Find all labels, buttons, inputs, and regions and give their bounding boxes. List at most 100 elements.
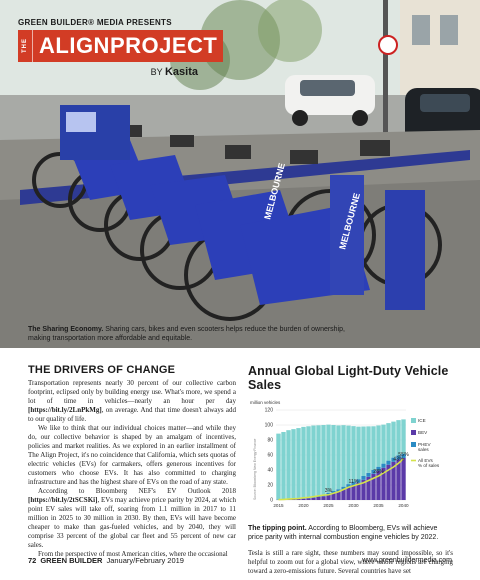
y-tick-label: 0	[270, 498, 273, 504]
legend-swatch	[411, 442, 416, 447]
share-annotation: 55%	[398, 452, 409, 458]
article-right-column: Annual Global Light-Duty Vehicle Sales m…	[248, 364, 453, 576]
chart-title: Annual Global Light-Duty Vehicle Sales	[248, 364, 449, 392]
bar-phev	[361, 476, 366, 480]
bar-bev	[296, 499, 301, 500]
bar-ice	[386, 423, 391, 461]
bar-ice	[396, 420, 401, 456]
share-annotation: 11%	[349, 479, 359, 485]
bar-phev	[351, 481, 356, 485]
presents-label: GREEN BUILDER® MEDIA PRESENTS	[18, 18, 172, 27]
caption-text: Sharing cars, bikes and even scooters he…	[28, 326, 345, 342]
bike-share-illustration: MELBOURNE MELBOURNE	[0, 0, 480, 348]
legend-swatch	[411, 430, 416, 435]
paragraph-4: From the perspective of most American ci…	[38, 550, 228, 558]
bar-ice	[391, 421, 396, 458]
y-tick-label: 60	[267, 453, 273, 459]
paragraph-5: Tesla is still a rare sight, these numbe…	[248, 549, 453, 575]
hero-photo: MELBOURNE MELBOURNE GREEN BUILDER® MEDIA…	[0, 0, 480, 348]
bar-bev	[331, 493, 336, 500]
legend-label: All EVs	[418, 458, 434, 463]
sponsor-line: BY Kasita	[18, 66, 198, 78]
by-label: BY	[150, 67, 163, 77]
bar-bev	[396, 459, 401, 500]
bar-ice	[376, 425, 381, 467]
bar-bev	[351, 485, 356, 500]
bar-ice	[311, 425, 316, 497]
bar-phev	[356, 479, 361, 483]
article-left-column: THE DRIVERS OF CHANGE Transportation rep…	[28, 364, 236, 559]
bar-bev	[366, 476, 371, 500]
legend-label: ICE	[418, 418, 426, 423]
bar-bev	[346, 487, 351, 500]
p3-link[interactable]: [https://bit.ly/2tSCSKi]	[28, 496, 98, 504]
legend-label: PHEV	[418, 442, 431, 447]
bar-ice	[361, 426, 366, 476]
bar-phev	[331, 491, 336, 494]
x-tick-label: 2015	[273, 503, 284, 508]
photo-caption: The Sharing Economy. Sharing cars, bikes…	[28, 325, 358, 343]
bar-bev	[381, 467, 386, 500]
bar-ice	[306, 426, 311, 498]
logo-row: THE ALIGNPROJECT	[18, 30, 224, 62]
bar-bev	[321, 496, 326, 500]
bar-bev	[386, 464, 391, 500]
bar-phev	[366, 472, 371, 477]
bar-phev	[326, 492, 331, 495]
bar-ice	[296, 428, 301, 499]
bar-ice	[371, 426, 376, 470]
bar-ice	[301, 426, 306, 499]
bar-ice	[336, 425, 341, 490]
bar-bev	[301, 498, 306, 500]
x-tick-label: 2040	[398, 503, 409, 508]
paragraph-3: According to Bloomberg NEF's EV Outlook …	[28, 487, 236, 550]
bar-bev	[341, 489, 346, 500]
y-axis-label: million vehicles	[250, 400, 281, 405]
legend-swatch	[411, 418, 416, 423]
p3-post: , EVs may achieve price parity by 2024, …	[28, 496, 236, 549]
chart-source: Source: Bloomberg New Energy Finance	[253, 438, 257, 500]
legend-label: BEV	[418, 430, 428, 435]
y-tick-label: 20	[267, 483, 273, 489]
bar-ice	[321, 425, 326, 495]
p1-pre: Transportation represents nearly 30 perc…	[28, 379, 236, 405]
paragraph-2: We like to think that our individual cho…	[28, 424, 236, 486]
caption-bold: The Sharing Economy.	[28, 326, 104, 333]
bar-ice	[351, 426, 356, 482]
bar-bev	[376, 470, 381, 500]
legend-label: sales	[418, 447, 429, 452]
p1-link[interactable]: [https://bit.ly/2LnPkMg]	[28, 406, 102, 414]
x-tick-label: 2025	[323, 503, 334, 508]
bar-phev	[381, 463, 386, 468]
bar-phev	[401, 453, 406, 458]
bar-bev	[371, 473, 376, 500]
sponsor-name: Kasita	[164, 66, 198, 78]
share-annotation: 3%	[325, 488, 333, 494]
bar-phev	[336, 489, 341, 492]
bar-ice	[281, 431, 286, 500]
magazine-name: GREEN BUILDER	[40, 556, 103, 565]
bar-phev	[396, 455, 401, 460]
bar-phev	[371, 469, 376, 474]
y-tick-label: 100	[265, 423, 274, 429]
bar-ice	[381, 424, 386, 464]
x-tick-label: 2035	[373, 503, 384, 508]
page-number: 72	[28, 556, 37, 565]
share-annotation: 28%	[373, 469, 384, 475]
paragraph-1: Transportation represents nearly 30 perc…	[28, 379, 236, 424]
bar-bev	[361, 479, 366, 500]
logo-wordmark: ALIGNPROJECT	[32, 30, 224, 62]
ev-share-line	[278, 458, 405, 501]
x-tick-label: 2020	[298, 503, 309, 508]
bar-bev	[356, 482, 361, 500]
bar-bev	[306, 498, 311, 500]
the-label: THE	[18, 30, 32, 62]
x-tick-label: 2030	[348, 503, 359, 508]
section-heading: THE DRIVERS OF CHANGE	[28, 364, 176, 376]
bar-bev	[336, 491, 341, 500]
chart-caption-bold: The tipping point.	[248, 525, 307, 532]
bar-bev	[326, 494, 331, 500]
footer-url[interactable]: www.greenbuildermedia.com	[362, 557, 452, 564]
bar-ice	[276, 433, 281, 500]
bar-ice	[326, 424, 331, 493]
